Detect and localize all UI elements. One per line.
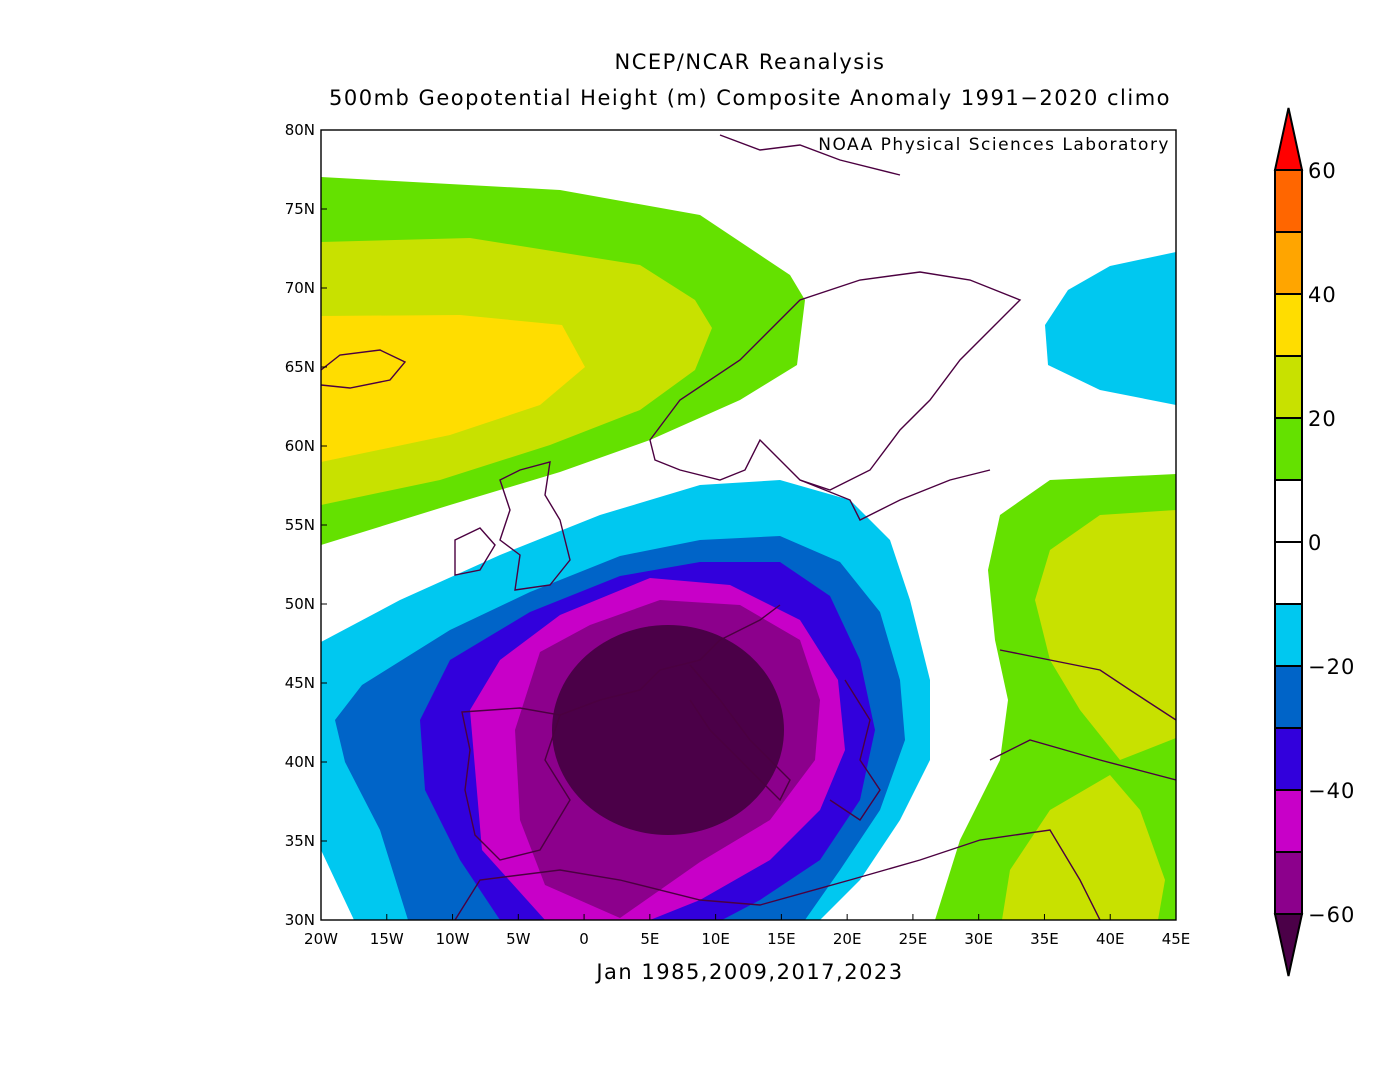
colorbar-swatch [1274, 727, 1303, 791]
x-tick-label: 15W [370, 930, 404, 948]
contour-plus20-se2 [1002, 775, 1165, 920]
x-axis: 20W 15W 10W 5W 0 5E 10E 15E 20E 25E 30E 35E 40E 45E [304, 914, 1190, 948]
colorbar-swatch [1274, 789, 1303, 853]
y-tick-label: 45N [285, 674, 315, 692]
y-tick-label: 35N [285, 832, 315, 850]
colorbar-arrow-max [1273, 107, 1304, 171]
colorbar-swatch [1274, 231, 1303, 295]
colorbar-swatch [1274, 355, 1303, 419]
contour-minus10-ne [1045, 252, 1176, 405]
x-tick-label: 15E [767, 930, 796, 948]
contour-plus30 [321, 315, 585, 462]
y-tick-label: 60N [285, 437, 315, 455]
colorbar-swatch [1274, 169, 1303, 233]
x-tick-label: 40E [1096, 930, 1125, 948]
colorbar-swatch [1274, 851, 1303, 915]
y-tick-label: 50N [285, 595, 315, 613]
contour-fills [321, 130, 1176, 920]
x-tick-label: 45E [1162, 930, 1191, 948]
colorbar: 60 40 20 0 −20 −40 −60 [1273, 107, 1355, 977]
colorbar-swatch [1274, 417, 1303, 481]
colorbar-label: −40 [1308, 779, 1355, 803]
y-tick-label: 65N [285, 358, 315, 376]
chart-title: NCEP/NCAR Reanalysis [614, 50, 886, 74]
x-tick-label: 10W [436, 930, 470, 948]
x-tick-label: 5E [640, 930, 659, 948]
colorbar-label: 0 [1308, 531, 1322, 555]
colorbar-label: 60 [1308, 159, 1337, 183]
y-tick-label: 80N [285, 121, 315, 139]
colorbar-swatch [1274, 293, 1303, 357]
contour-minus60 [552, 625, 784, 835]
colorbar-label: 40 [1308, 283, 1337, 307]
colorbar-swatch [1274, 541, 1303, 605]
colorbar-label: 20 [1308, 407, 1337, 431]
colorbar-label: −20 [1308, 655, 1355, 679]
colorbar-swatch [1274, 665, 1303, 729]
y-tick-label: 40N [285, 753, 315, 771]
x-tick-label: 20W [304, 930, 338, 948]
colorbar-swatch [1274, 479, 1303, 543]
y-axis: 30N 35N 40N 45N 50N 55N 60N 65N 70N 75N 80N [285, 121, 327, 929]
y-tick-label: 55N [285, 516, 315, 534]
y-tick-label: 30N [285, 911, 315, 929]
coastlines [321, 134, 1176, 920]
chart-subtitle: 500mb Geopotential Height (m) Composite … [329, 86, 1171, 110]
footer-label: Jan 1985,2009,2017,2023 [596, 960, 904, 984]
x-tick-label: 10E [701, 930, 730, 948]
colorbar-swatch [1274, 603, 1303, 667]
credit-label: NOAA Physical Sciences Laboratory [818, 135, 1170, 155]
colorbar-arrow-min [1273, 913, 1304, 977]
x-tick-label: 0 [579, 930, 589, 948]
x-tick-label: 20E [833, 930, 862, 948]
y-tick-label: 75N [285, 200, 315, 218]
x-tick-label: 5W [506, 930, 531, 948]
x-tick-label: 25E [899, 930, 928, 948]
colorbar-label: −60 [1308, 903, 1355, 927]
x-tick-label: 30E [964, 930, 993, 948]
y-tick-label: 70N [285, 279, 315, 297]
x-tick-label: 35E [1030, 930, 1059, 948]
